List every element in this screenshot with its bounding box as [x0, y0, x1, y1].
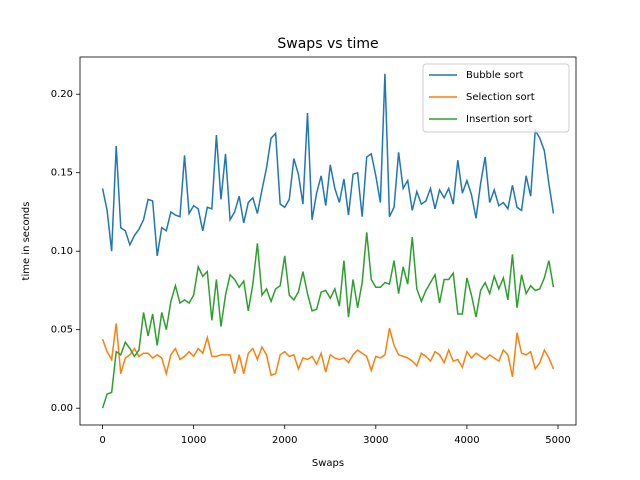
legend-label: Selection sort [466, 92, 535, 103]
x-tick-label: 1000 [181, 435, 206, 446]
series-line [101, 73, 555, 257]
x-tick-label: 4000 [454, 435, 479, 446]
y-tick-label: 0.10 [51, 246, 73, 257]
x-tick-label: 0 [99, 435, 105, 446]
y-axis-label: time in seconds [21, 202, 32, 281]
x-tick-label: 5000 [545, 435, 570, 446]
series-line [101, 323, 555, 377]
legend-box [422, 63, 570, 133]
y-tick-label: 0.20 [51, 89, 73, 100]
y-tick-label: 0.15 [51, 168, 73, 179]
legend-label: Insertion sort [466, 114, 533, 125]
legend-label: Bubble sort [466, 70, 523, 81]
x-axis-label: Swaps [312, 458, 344, 469]
y-tick-label: 0.05 [51, 325, 73, 336]
x-tick-label: 2000 [272, 435, 297, 446]
series-line [101, 232, 555, 409]
x-tick-label: 3000 [363, 435, 388, 446]
chart-title: Swaps vs time [277, 36, 378, 52]
y-tick-label: 0.00 [51, 403, 73, 414]
plot-frame [79, 56, 577, 426]
